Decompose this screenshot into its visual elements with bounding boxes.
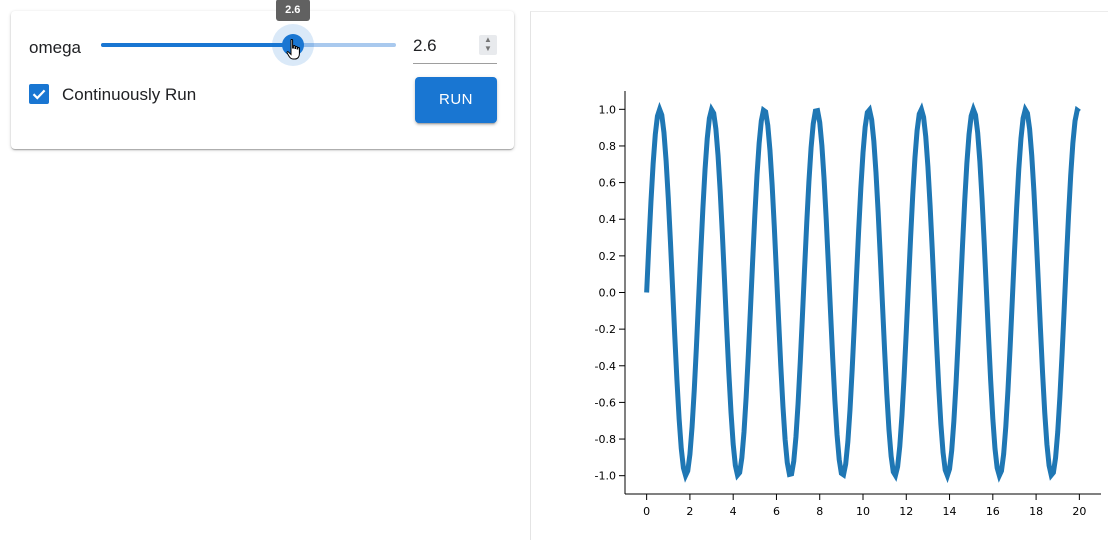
x-tick-label: 20 bbox=[1072, 505, 1086, 518]
omega-slider[interactable]: 2.6 bbox=[101, 0, 396, 66]
spinner-up-icon[interactable]: ▲ bbox=[484, 35, 492, 44]
y-tick-label: 0.2 bbox=[599, 250, 617, 263]
y-tick-label: -0.2 bbox=[595, 323, 616, 336]
x-tick-label: 6 bbox=[773, 505, 780, 518]
check-icon bbox=[32, 89, 46, 100]
x-tick-label: 12 bbox=[899, 505, 913, 518]
x-tick-label: 14 bbox=[943, 505, 957, 518]
continuously-run-checkbox[interactable] bbox=[29, 84, 49, 104]
y-tick-label: -1.0 bbox=[595, 470, 616, 483]
spinner-down-icon[interactable]: ▼ bbox=[484, 44, 492, 53]
omega-number-value[interactable]: 2.6 bbox=[413, 36, 437, 55]
x-tick-label: 16 bbox=[986, 505, 1000, 518]
plot-axes: 1.0 0.8 0.6 0.4 0.2 0.0 -0.2 -0.4 -0.6 -0.8 -1.0 0 2… bbox=[595, 91, 1101, 518]
omega-slider-fill bbox=[101, 43, 293, 47]
y-tick-label: 0.6 bbox=[599, 177, 617, 190]
x-tick-label: 4 bbox=[730, 505, 737, 518]
x-tick-label: 18 bbox=[1029, 505, 1043, 518]
x-tick-label: 10 bbox=[856, 505, 870, 518]
y-tick-label: 0.4 bbox=[599, 213, 617, 226]
run-button[interactable]: RUN bbox=[415, 77, 497, 123]
continuously-run-label[interactable]: Continuously Run bbox=[62, 85, 197, 104]
omega-label: omega bbox=[29, 38, 81, 57]
number-spinner[interactable]: ▲ ▼ bbox=[479, 35, 497, 55]
y-tick-label: -0.4 bbox=[595, 360, 616, 373]
x-tick-label: 8 bbox=[816, 505, 823, 518]
x-tick-label: 2 bbox=[686, 505, 693, 518]
hand-cursor-icon bbox=[286, 39, 300, 60]
x-tick-label: 0 bbox=[643, 505, 650, 518]
y-tick-label: 0.0 bbox=[599, 287, 617, 300]
y-tick-label: -0.6 bbox=[595, 396, 616, 409]
y-tick-label: 1.0 bbox=[599, 103, 617, 116]
y-tick-label: 0.8 bbox=[599, 140, 617, 153]
control-card: omega 2.6 2.6 ▲ ▼ Continuously Run RUN bbox=[11, 0, 514, 149]
omega-slider-tooltip: 2.6 bbox=[275, 0, 310, 21]
sine-series-line bbox=[644, 101, 1081, 484]
omega-number-field[interactable]: 2.6 ▲ ▼ bbox=[413, 33, 497, 64]
sine-plot: 1.0 0.8 0.6 0.4 0.2 0.0 -0.2 -0.4 -0.6 -0.8 -1.0 0 2… bbox=[595, 91, 1101, 518]
plot-panel: 1.0 0.8 0.6 0.4 0.2 0.0 -0.2 -0.4 -0.6 -0.8 -1.0 0 2… bbox=[530, 11, 1108, 540]
y-tick-label: -0.8 bbox=[595, 433, 616, 446]
